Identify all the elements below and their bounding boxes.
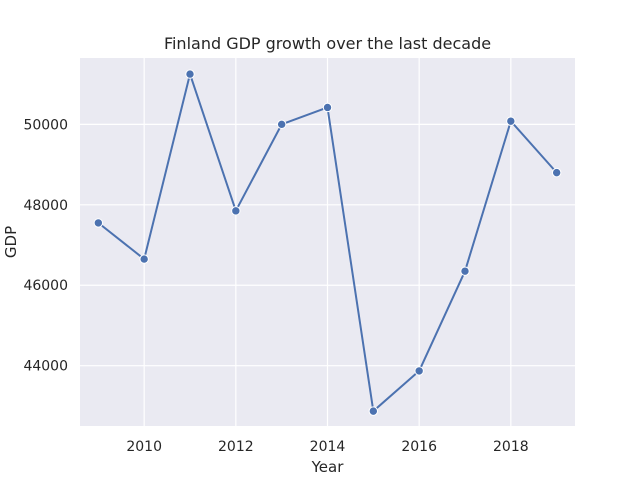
y-tick-labels: 44000 46000 48000 50000	[23, 117, 68, 374]
data-point	[506, 116, 516, 126]
y-tick-label: 50000	[23, 117, 68, 133]
data-point	[276, 119, 287, 130]
data-point	[231, 206, 241, 216]
y-tick-label: 46000	[23, 278, 68, 294]
data-point	[322, 102, 333, 113]
x-tick-label: 2018	[493, 439, 529, 455]
x-tick-label: 2010	[126, 439, 162, 455]
x-tick-label: 2014	[310, 439, 346, 455]
x-tick-label: 2016	[401, 439, 437, 455]
data-point	[139, 254, 149, 264]
data-point	[368, 406, 379, 416]
chart-title: Finland GDP growth over the last decade	[164, 34, 491, 53]
data-point	[414, 366, 424, 376]
series-group	[93, 69, 562, 416]
data-point	[460, 266, 470, 276]
grid-lines	[80, 58, 575, 426]
y-tick-label: 48000	[23, 198, 68, 214]
x-tick-label: 2012	[218, 439, 254, 455]
data-point	[185, 69, 195, 79]
data-point	[93, 218, 104, 228]
y-axis-label: GDP	[2, 226, 20, 258]
data-point	[551, 167, 562, 178]
x-tick-labels: 2010 2012 2014 2016 2018	[126, 439, 528, 455]
y-tick-label: 44000	[23, 359, 68, 375]
x-axis-label: Year	[311, 458, 345, 476]
